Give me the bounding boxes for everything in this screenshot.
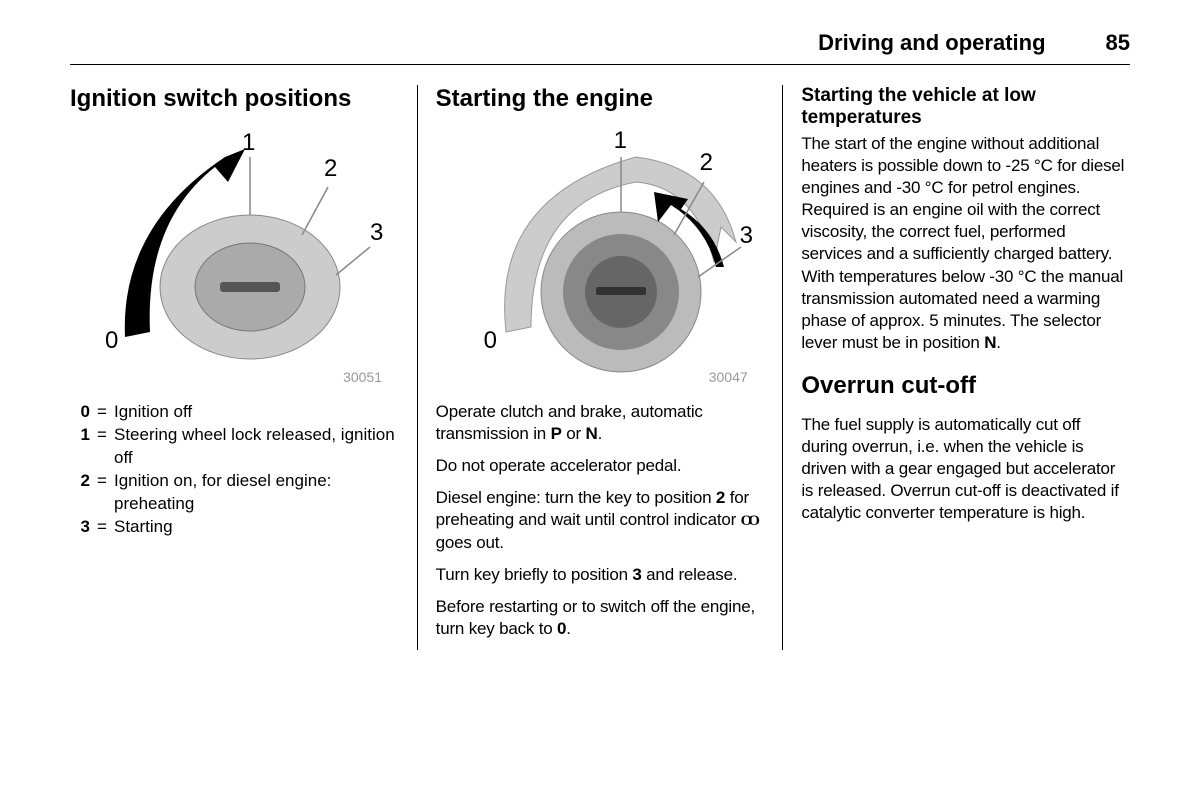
text: or — [562, 424, 586, 443]
label-2: 2 — [324, 155, 337, 183]
label-1: 1 — [614, 127, 627, 155]
bold: N — [984, 333, 996, 352]
text: Diesel engine: turn the key to position — [436, 488, 716, 507]
def-row: 0 = Ignition off — [70, 401, 399, 424]
section-title-overrun: Overrun cut-off — [801, 372, 1130, 400]
label-3: 3 — [370, 219, 383, 247]
def-row: 3 = Starting — [70, 516, 399, 539]
def-val: Starting — [114, 516, 399, 539]
chapter-title: Driving and operating — [818, 30, 1045, 56]
text: . — [566, 619, 571, 638]
text: . — [598, 424, 603, 443]
def-eq: = — [90, 470, 114, 516]
label-0: 0 — [484, 327, 497, 355]
label-3: 3 — [740, 222, 753, 250]
bold: N — [585, 424, 597, 443]
def-eq: = — [90, 516, 114, 539]
def-val: Ignition on, for diesel engine: preheati… — [114, 470, 399, 516]
para: Turn key briefly to position 3 and relea… — [436, 564, 765, 586]
text: The start of the engine without addition… — [801, 134, 1124, 352]
para: The start of the engine without addition… — [801, 133, 1130, 354]
subsection-low-temp: Starting the vehicle at low temperatures — [801, 85, 1130, 129]
text: . — [996, 333, 1001, 352]
def-key: 0 — [70, 401, 90, 424]
def-eq: = — [90, 424, 114, 470]
content-columns: Ignition switch positions 0 1 2 3 30051 — [70, 85, 1130, 650]
bold: P — [551, 424, 562, 443]
def-eq: = — [90, 401, 114, 424]
ignition-definitions: 0 = Ignition off 1 = Steering wheel lock… — [70, 401, 399, 539]
label-2: 2 — [700, 149, 713, 177]
para: The fuel supply is automatically cut off… — [801, 414, 1130, 524]
def-val: Ignition off — [114, 401, 399, 424]
starting-engine-diagram: 0 1 2 3 30047 — [436, 127, 756, 387]
page-number: 85 — [1106, 30, 1130, 56]
preheat-icon: OO — [741, 513, 756, 529]
label-0: 0 — [105, 327, 118, 355]
section-title-ignition: Ignition switch positions — [70, 85, 399, 113]
column-1: Ignition switch positions 0 1 2 3 30051 — [70, 85, 417, 650]
bold: 3 — [632, 565, 641, 584]
bold: 2 — [716, 488, 725, 507]
para: Before restarting or to switch off the e… — [436, 596, 765, 640]
text: Turn key briefly to position — [436, 565, 633, 584]
label-1: 1 — [242, 129, 255, 157]
def-row: 2 = Ignition on, for diesel engine: preh… — [70, 470, 399, 516]
para: Do not operate accelerator pedal. — [436, 455, 765, 477]
def-row: 1 = Steering wheel lock released, igniti… — [70, 424, 399, 470]
text: Before restarting or to switch off the e… — [436, 597, 755, 638]
bold: 0 — [557, 619, 566, 638]
para: Operate clutch and brake, automatic tran… — [436, 401, 765, 445]
para: Diesel engine: turn the key to position … — [436, 487, 765, 554]
section-title-starting: Starting the engine — [436, 85, 765, 113]
diagram-id-2: 30047 — [709, 369, 748, 385]
text: and release. — [642, 565, 738, 584]
diagram-id-1: 30051 — [343, 369, 382, 385]
def-key: 3 — [70, 516, 90, 539]
column-2: Starting the engine 0 1 2 3 — [417, 85, 784, 650]
ignition-switch-diagram: 0 1 2 3 30051 — [70, 127, 390, 387]
def-key: 1 — [70, 424, 90, 470]
column-3: Starting the vehicle at low temperatures… — [783, 85, 1130, 650]
page-header: Driving and operating 85 — [70, 30, 1130, 65]
text: goes out. — [436, 533, 504, 552]
def-val: Steering wheel lock released, ignition o… — [114, 424, 399, 470]
def-key: 2 — [70, 470, 90, 516]
